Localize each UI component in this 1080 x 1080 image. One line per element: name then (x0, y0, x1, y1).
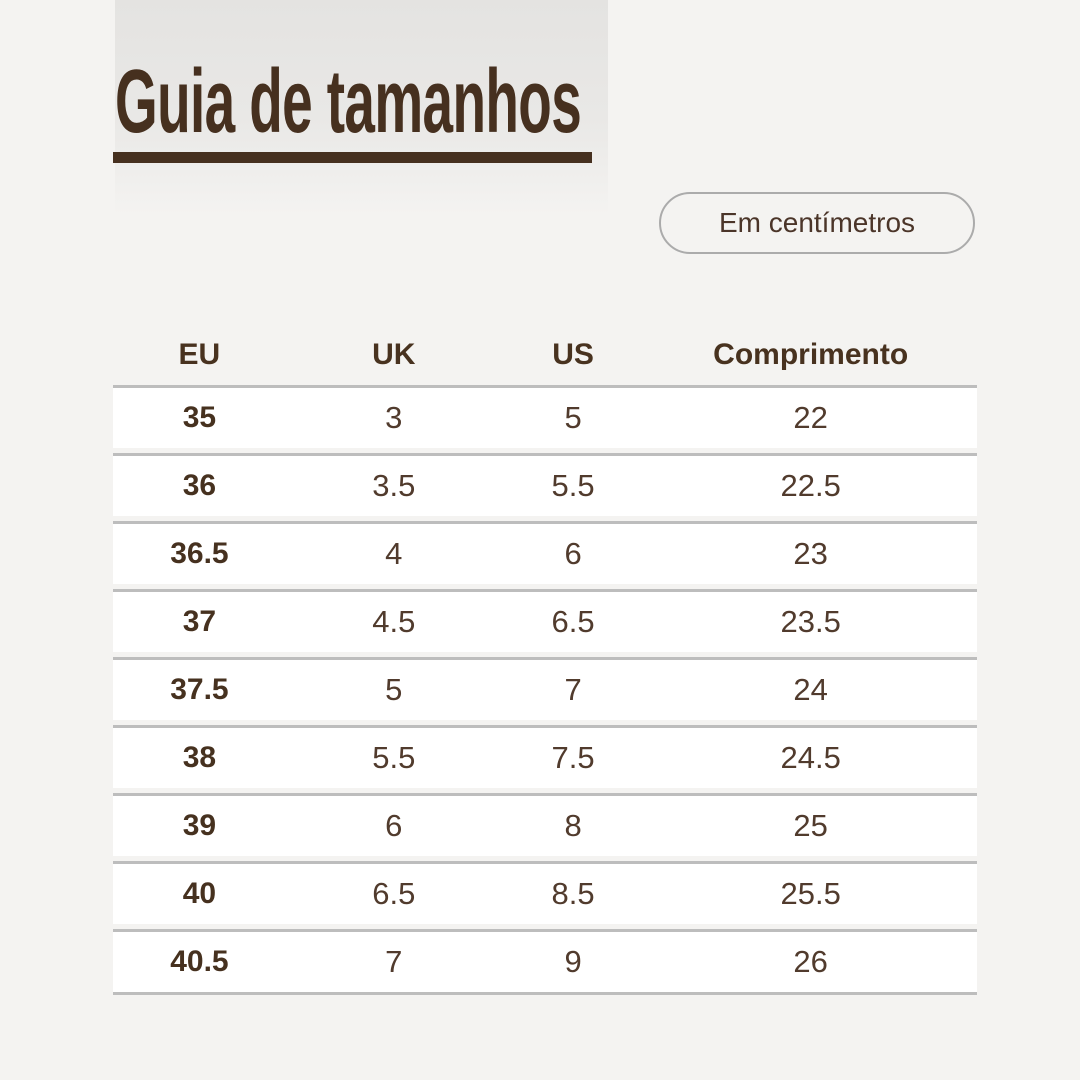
cell-comprimento: 22 (793, 400, 828, 435)
table-row: 38 5.5 7.5 24.5 (113, 725, 977, 788)
cell-uk: 3.5 (372, 468, 416, 503)
cell-uk: 3 (385, 400, 403, 435)
cell-eu: 40 (182, 877, 217, 910)
column-header-comprimento: Comprimento (713, 338, 909, 371)
cell-eu: 37 (182, 605, 217, 638)
cell-eu: 40.5 (170, 945, 229, 978)
table-row: 40.5 7 9 26 (113, 929, 977, 995)
cell-us: 9 (564, 944, 582, 979)
cell-uk: 5.5 (372, 740, 416, 775)
cell-eu: 36 (182, 469, 217, 502)
column-header-us: US (552, 338, 594, 371)
column-header-eu: EU (178, 338, 221, 371)
cell-comprimento: 24 (793, 672, 828, 707)
cell-comprimento: 24.5 (780, 740, 841, 775)
cell-comprimento: 26 (793, 944, 828, 979)
cell-eu: 35 (182, 401, 217, 434)
cell-us: 5.5 (551, 468, 595, 503)
page-title: Guia de tamanhos (115, 52, 582, 152)
cell-uk: 5 (385, 672, 403, 707)
cell-eu: 37.5 (170, 673, 229, 706)
title-background-panel (115, 0, 608, 215)
table-row: 37.5 5 7 24 (113, 657, 977, 720)
cell-comprimento: 23.5 (780, 604, 841, 639)
cell-uk: 4 (385, 536, 403, 571)
cell-us: 8.5 (551, 876, 595, 911)
table-row: 35 3 5 22 (113, 385, 977, 448)
table-header-row: EU UK US Comprimento (113, 325, 977, 385)
cell-uk: 7 (385, 944, 403, 979)
table-row: 36.5 4 6 23 (113, 521, 977, 584)
table-row: 36 3.5 5.5 22.5 (113, 453, 977, 516)
cell-eu: 39 (182, 809, 217, 842)
table-body: 35 3 5 22 36 3.5 5.5 22.5 36.5 4 6 23 37 4.5 6.5 23.5 37… (113, 385, 977, 995)
cell-eu: 36.5 (170, 537, 229, 570)
table-row: 39 6 8 25 (113, 793, 977, 856)
table-row: 37 4.5 6.5 23.5 (113, 589, 977, 652)
cell-us: 6.5 (551, 604, 595, 639)
cell-us: 7.5 (551, 740, 595, 775)
cell-us: 7 (564, 672, 582, 707)
cell-comprimento: 25 (793, 808, 828, 843)
cell-eu: 38 (182, 741, 217, 774)
cell-comprimento: 23 (793, 536, 828, 571)
cell-comprimento: 25.5 (780, 876, 841, 911)
cell-uk: 6 (385, 808, 403, 843)
unit-pill-button[interactable]: Em centímetros (659, 192, 975, 254)
cell-uk: 4.5 (372, 604, 416, 639)
cell-uk: 6.5 (372, 876, 416, 911)
table-row: 40 6.5 8.5 25.5 (113, 861, 977, 924)
title-underline (113, 152, 592, 163)
column-header-uk: UK (372, 338, 416, 371)
unit-pill-label: Em centímetros (718, 207, 916, 238)
cell-us: 5 (564, 400, 582, 435)
cell-us: 6 (564, 536, 582, 571)
cell-us: 8 (564, 808, 582, 843)
cell-comprimento: 22.5 (780, 468, 841, 503)
size-table: EU UK US Comprimento 35 3 5 22 36 3.5 5.5 22.5 3… (113, 325, 977, 995)
